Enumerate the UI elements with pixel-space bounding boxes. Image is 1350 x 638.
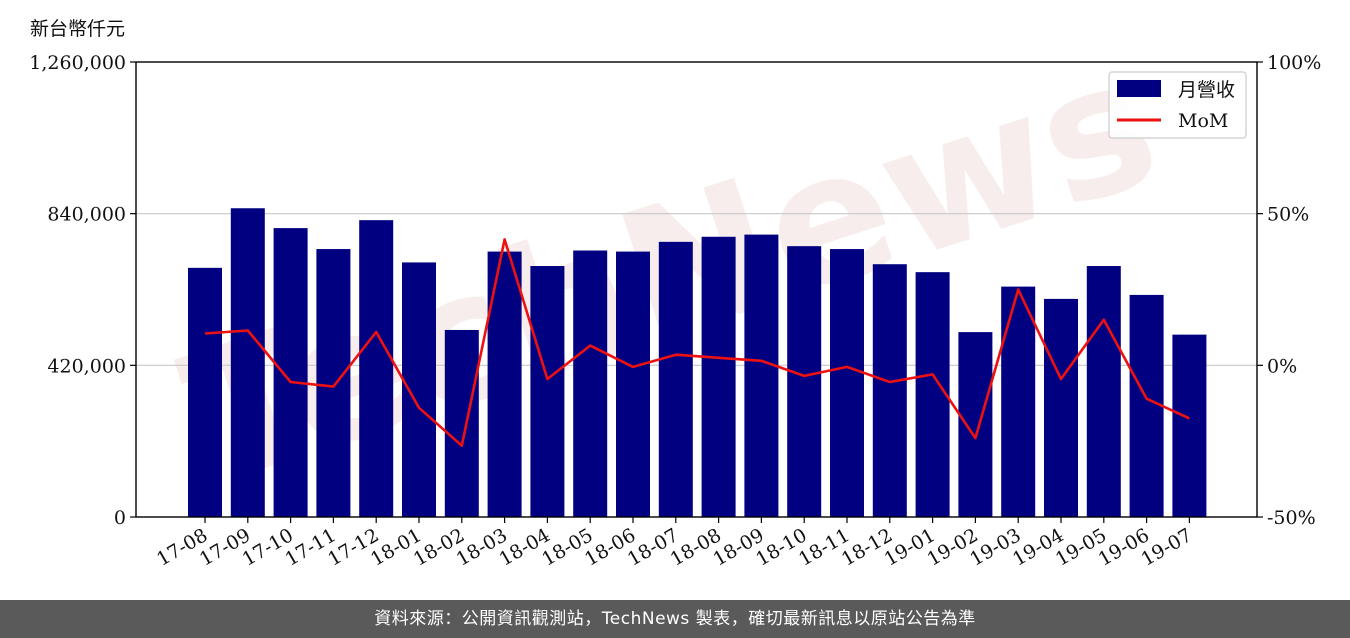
y-left-tick-label: 420,000	[47, 355, 126, 377]
revenue-bar-18-10	[787, 246, 822, 517]
revenue-bar-19-07	[1172, 334, 1207, 517]
revenue-bar-18-04	[530, 266, 565, 517]
x-tick-label: 19-07	[1137, 524, 1195, 570]
revenue-bar-19-03	[1001, 286, 1036, 517]
legend: 月營收 MoM	[1108, 71, 1247, 139]
mom-line-series	[204, 238, 1190, 448]
revenue-bar-19-01	[915, 272, 950, 517]
bar-series	[188, 208, 1207, 518]
y-left-tick-label: 0	[114, 507, 126, 529]
revenue-bar-18-12	[872, 264, 907, 517]
plot-frame	[135, 61, 1258, 518]
revenue-bar-19-06	[1129, 294, 1164, 517]
revenue-bar-18-07	[658, 241, 693, 518]
revenue-bar-18-05	[573, 250, 608, 517]
legend-label-revenue: 月營收	[1178, 79, 1235, 101]
y-right-tick-label: 0%	[1267, 355, 1297, 377]
revenue-chart: TechNews 0420,000840,0001,260,000-50%0%5…	[29, 17, 1321, 570]
mom-line	[204, 238, 1190, 448]
revenue-bar-18-11	[830, 249, 864, 518]
revenue-bar-17-10	[273, 228, 308, 517]
legend-label-mom: MoM	[1178, 110, 1228, 132]
legend-swatch-revenue	[1117, 80, 1161, 97]
revenue-bar-18-01	[402, 262, 436, 517]
revenue-bar-19-04	[1044, 298, 1078, 517]
y-axis-unit-label: 新台幣仟元	[30, 18, 126, 40]
revenue-bar-18-02	[444, 329, 479, 517]
y-left-tick-label: 840,000	[47, 204, 126, 226]
revenue-bar-18-09	[744, 234, 779, 517]
y-right-tick-label: 100%	[1267, 52, 1321, 74]
revenue-bar-19-05	[1086, 266, 1121, 517]
revenue-bar-18-06	[616, 251, 650, 518]
y-right-tick-label: -50%	[1267, 507, 1316, 529]
revenue-bar-18-08	[701, 236, 736, 517]
revenue-bar-17-12	[359, 220, 394, 517]
revenue-bar-17-08	[188, 267, 222, 517]
revenue-bar-17-11	[316, 249, 351, 518]
revenue-bar-19-02	[958, 332, 993, 517]
source-footer: 資料來源：公開資訊觀測站，TechNews 製表，確切最新訊息以原站公告為準	[0, 600, 1350, 638]
revenue-bar-17-09	[230, 208, 265, 517]
y-right-tick-label: 50%	[1267, 204, 1309, 226]
y-left-tick-label: 1,260,000	[29, 52, 126, 74]
